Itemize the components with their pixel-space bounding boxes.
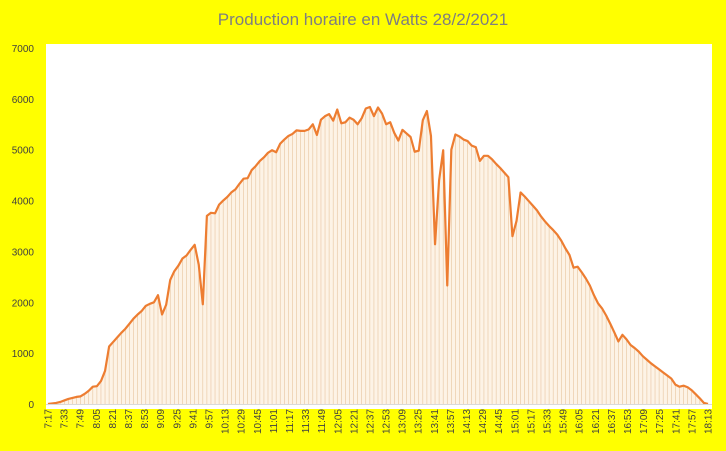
x-tick-label: 8:21 (108, 409, 119, 429)
x-tick-label: 14:13 (462, 409, 473, 434)
x-tick-label: 12:37 (366, 409, 377, 434)
chart-title: Production horaire en Watts 28/2/2021 (217, 10, 509, 29)
x-axis-ticks: 7:17 7:33 7:49 8:05 8:21 8:37 8:53 9:09 9:25 9:41… (44, 409, 715, 434)
x-tick-label: 13:57 (446, 409, 457, 434)
x-tick-label: 16:05 (575, 409, 586, 434)
drop-lines-front (51, 106, 705, 404)
x-tick-label: 15:49 (559, 409, 570, 434)
x-tick-label: 7:49 (76, 409, 87, 429)
x-tick-label: 17:09 (639, 409, 650, 434)
x-tick-label: 11:17 (285, 409, 296, 434)
x-tick-label: 11:33 (301, 409, 312, 434)
x-tick-label: 16:53 (623, 409, 634, 434)
x-tick-label: 17:41 (671, 409, 682, 434)
y-tick-label: 0 (28, 400, 34, 411)
x-tick-label: 12:05 (333, 409, 344, 434)
x-tick-label: 7:17 (44, 409, 55, 429)
x-tick-label: 18:13 (704, 409, 715, 434)
x-tick-label: 12:21 (349, 409, 360, 434)
x-tick-label: 15:33 (543, 409, 554, 434)
y-axis-ticks: 0 1000 2000 3000 4000 5000 6000 7000 (12, 44, 35, 411)
x-tick-label: 11:49 (317, 409, 328, 434)
y-tick-label: 1000 (12, 349, 35, 360)
series-line (47, 105, 709, 406)
x-tick-label: 9:57 (205, 409, 216, 429)
x-tick-label: 7:33 (60, 409, 71, 429)
x-tick-label: 10:45 (253, 409, 264, 434)
x-tick-label: 17:57 (687, 409, 698, 434)
x-tick-label: 17:25 (655, 409, 666, 434)
x-tick-label: 14:45 (494, 409, 505, 434)
x-tick-label: 10:29 (237, 409, 248, 434)
x-tick-label: 15:17 (526, 409, 537, 434)
y-tick-label: 5000 (12, 146, 35, 157)
y-tick-label: 6000 (12, 95, 35, 106)
x-tick-label: 8:53 (140, 409, 151, 429)
x-tick-label: 15:01 (510, 409, 521, 434)
x-tick-label: 10:13 (221, 409, 232, 434)
x-tick-label: 8:37 (124, 409, 135, 429)
x-tick-label: 9:25 (172, 409, 183, 429)
y-tick-label: 2000 (12, 298, 35, 309)
x-tick-label: 12:53 (382, 409, 393, 434)
y-tick-label: 3000 (12, 247, 35, 258)
x-tick-label: 16:37 (607, 409, 618, 434)
x-tick-label: 9:41 (188, 409, 199, 429)
x-tick-label: 14:29 (478, 409, 489, 434)
x-tick-label: 13:25 (414, 409, 425, 434)
y-tick-label: 7000 (12, 44, 35, 55)
x-tick-label: 11:01 (269, 409, 280, 434)
x-tick-label: 16:21 (591, 409, 602, 434)
x-tick-label: 13:41 (430, 409, 441, 434)
y-tick-label: 4000 (12, 197, 35, 208)
x-tick-label: 9:09 (156, 409, 167, 429)
x-tick-label: 13:09 (398, 409, 409, 434)
x-tick-label: 8:05 (92, 409, 103, 429)
